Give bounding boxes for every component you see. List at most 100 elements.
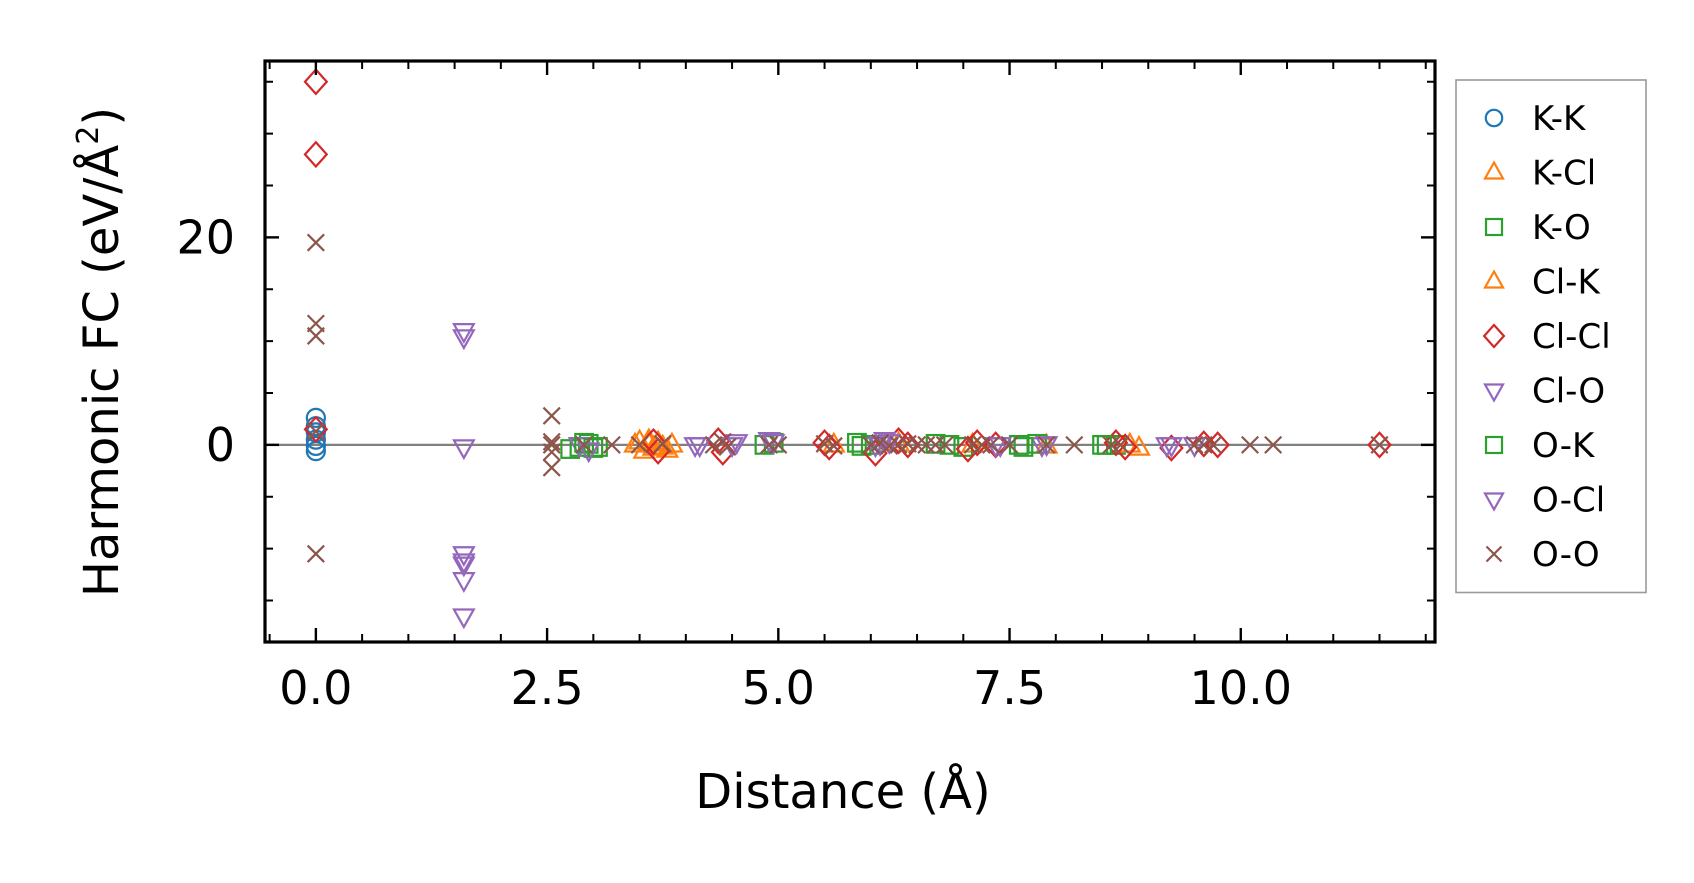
point-o-o [917,435,936,454]
legend-label-cl-cl: Cl-Cl [1532,317,1611,357]
legend-entry-k-cl: K-Cl [1483,154,1596,194]
point-o-o [1102,435,1121,454]
point-k-k [305,407,326,429]
legend-frame [1455,79,1647,594]
axes-frame [263,59,1437,644]
point-o-o [908,435,927,454]
point-cl-cl [303,68,329,96]
legend-marker-cl-k [1483,269,1505,289]
point-cl-o [452,323,476,344]
legend-entry-cl-o: Cl-O [1483,372,1605,412]
x-tick-label: 7.5 [973,661,1046,715]
point-o-cl [1034,436,1059,458]
point-o-o [653,434,672,453]
legend-label-k-cl: K-Cl [1532,154,1596,194]
point-cl-cl [895,431,921,459]
point-o-cl [868,436,892,458]
point-o-o [982,435,1001,454]
point-o-o [760,435,779,454]
point-k-o [939,434,960,455]
axes: 0.0 2.5 5.0 7.5 10.0 0 20 [176,59,1437,715]
legend-marker-k-k [1484,108,1504,128]
point-cl-o [452,608,476,630]
point-cl-o [877,434,902,456]
point-k-k [305,435,326,457]
point-o-o [1111,435,1130,454]
legend-label-k-k: K-K [1532,99,1587,139]
point-o-o [542,443,561,462]
series-o-o [306,233,1389,563]
plot-area [265,68,1435,630]
point-o-o [935,435,954,454]
point-o-o [306,544,325,563]
legend-entry-o-cl: O-Cl [1483,481,1605,521]
point-o-o [602,435,621,454]
point-o-cl [988,437,1013,459]
point-o-o [1065,435,1084,454]
y-axis-title-superscript: 2 [71,126,106,145]
y-axis-title: Harmonic FC (eV/Å2) [71,107,130,597]
point-o-o [1264,435,1283,454]
point-o-k [847,432,867,453]
point-o-cl [683,437,707,459]
point-k-cl [655,436,680,458]
point-o-o [1370,435,1389,454]
point-o-o [1194,435,1213,454]
legend-label-o-cl: O-Cl [1532,481,1605,521]
point-o-o [769,435,788,454]
x-tick-label: 5.0 [742,661,815,715]
y-axis-title-main: Harmonic FC (eV/Å [73,145,130,598]
point-o-o [972,435,991,454]
x-tick-label: 0.0 [279,661,352,715]
point-o-o [542,458,561,477]
point-o-k [1013,437,1034,457]
point-cl-cl [955,435,981,463]
legend-entry-cl-cl: Cl-Cl [1482,317,1611,357]
point-cl-cl [303,140,329,169]
point-cl-o [452,329,476,351]
point-o-o [1037,435,1056,454]
point-cl-k [623,431,647,453]
point-cl-k [650,433,675,455]
point-o-o [1203,435,1223,454]
point-o-cl [1159,437,1184,459]
point-o-o [630,435,649,454]
point-o-o [926,435,945,454]
point-o-cl [576,442,601,464]
legend-label-cl-o: Cl-O [1532,372,1605,412]
legend-label-k-o: K-O [1532,208,1591,248]
legend-marker-o-cl [1483,492,1505,512]
legend-marker-cl-o [1483,383,1505,403]
series-cl-o [452,323,1179,630]
axis-labels: Distance (Å) Harmonic FC (eV/Å2) [71,107,991,820]
point-o-o [306,422,325,441]
legend-entry-k-k: K-K [1484,99,1587,139]
point-cl-cl [1103,429,1129,457]
point-o-o [575,435,594,454]
point-o-o [963,435,982,454]
legend-label-o-o: O-O [1532,535,1600,575]
series-cl-k [623,427,1142,455]
legend-marker-cl-cl [1482,323,1506,349]
point-cl-cl [705,426,731,455]
point-o-o [1240,435,1260,454]
x-axis-title: Distance (Å) [695,763,990,820]
point-o-k [583,438,604,458]
legend-marker-o-k [1484,435,1504,455]
point-o-cl [1182,437,1207,459]
legend-entry-o-o: O-O [1485,535,1600,575]
legend-label-cl-k: Cl-K [1532,263,1601,303]
legend: K-K K-Cl K-O Cl-K Cl-Cl Cl-O O-K O-Cl O-O [1455,79,1647,594]
point-o-o [306,233,325,252]
point-cl-cl [1367,431,1392,459]
point-o-o [1000,435,1019,454]
legend-marker-k-cl [1483,160,1505,180]
point-o-o [542,406,561,425]
x-tick-label: 10.0 [1190,661,1292,715]
point-cl-o [452,556,476,578]
legend-label-o-k: O-K [1532,426,1596,466]
point-o-o [824,436,843,455]
point-o-o [718,437,737,456]
